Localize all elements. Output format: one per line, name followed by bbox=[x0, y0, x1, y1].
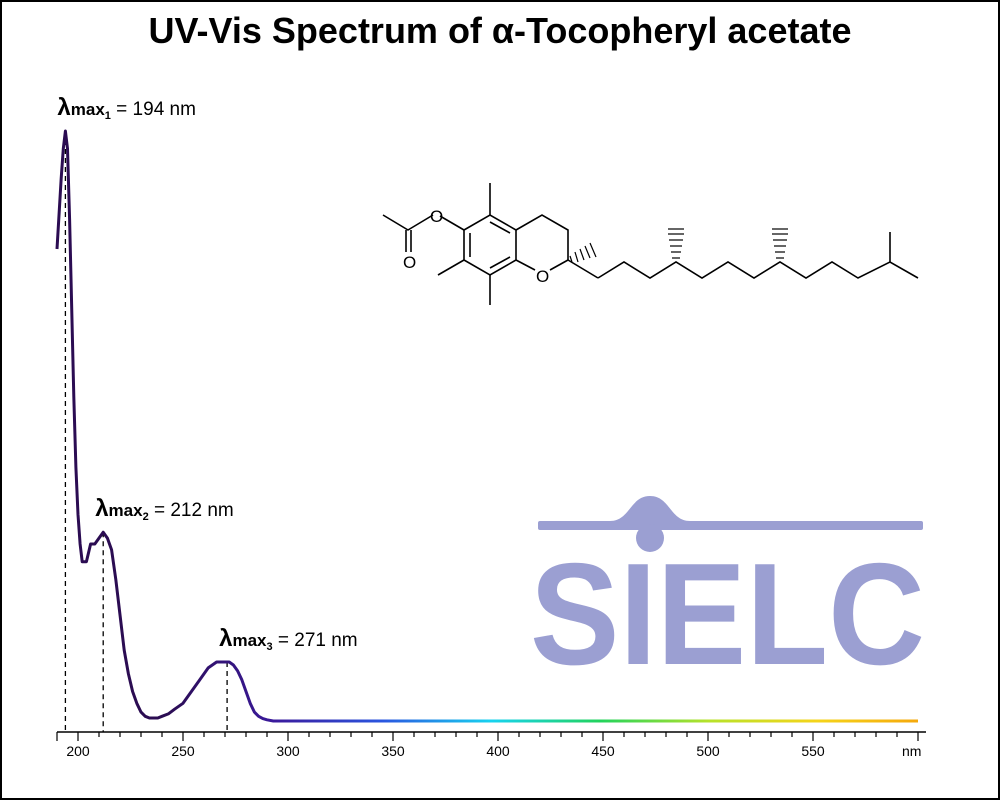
molecule-structure bbox=[382, 183, 919, 305]
sielc-logo: SIELC bbox=[530, 496, 925, 695]
molecule-atom-labels: O O O bbox=[403, 207, 549, 286]
molecule-stereo-hash bbox=[569, 228, 788, 263]
x-tick-label: 550 bbox=[801, 743, 825, 759]
chart-title: UV-Vis Spectrum of α-Tocopheryl acetate bbox=[148, 10, 852, 51]
x-tick-label: 350 bbox=[381, 743, 405, 759]
lambda-annotations: λmax1 = 194 nm λmax2 = 212 nm λmax3 = 271 … bbox=[57, 94, 357, 653]
x-tick-label: 500 bbox=[696, 743, 720, 759]
lambda-max-label: λmax1 = 194 nm bbox=[57, 94, 196, 122]
x-ticks: 200 250 300 350 400 450 500 550 bbox=[56, 732, 919, 759]
lambda-max-label: λmax3 = 271 nm bbox=[219, 625, 358, 653]
spectrum-line bbox=[55, 129, 918, 723]
x-tick-label: 300 bbox=[276, 743, 300, 759]
logo-text: SIELC bbox=[530, 533, 925, 695]
x-axis-label: nm bbox=[902, 743, 921, 759]
svg-text:O: O bbox=[430, 207, 443, 226]
lambda-drop-lines bbox=[64, 131, 228, 732]
x-tick-label: 450 bbox=[591, 743, 615, 759]
x-tick-label: 200 bbox=[66, 743, 90, 759]
svg-text:O: O bbox=[536, 267, 549, 286]
svg-text:O: O bbox=[403, 253, 416, 272]
x-tick-label: 250 bbox=[171, 743, 195, 759]
lambda-max-label: λmax2 = 212 nm bbox=[95, 495, 234, 523]
x-tick-label: 400 bbox=[486, 743, 510, 759]
